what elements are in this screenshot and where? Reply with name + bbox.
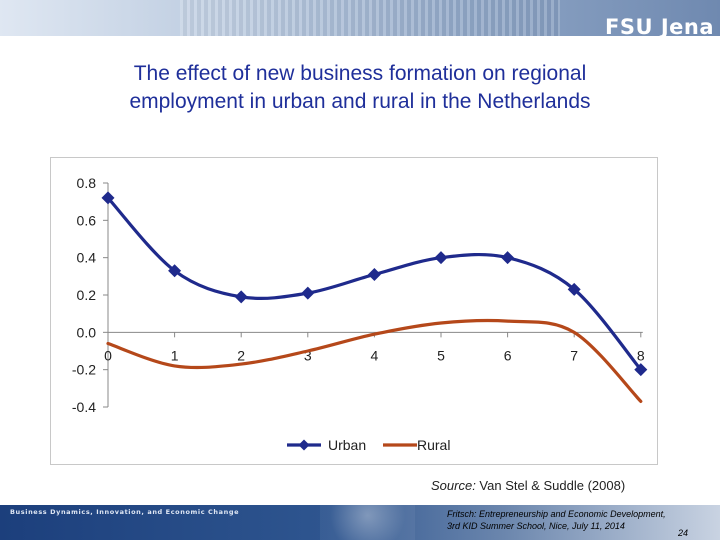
slide-title: The effect of new business formation on … bbox=[40, 60, 680, 116]
x-tick-label: 5 bbox=[437, 347, 445, 363]
data-point-urban bbox=[634, 363, 648, 377]
header-band bbox=[0, 0, 720, 36]
line-chart: 0.8 0.6 0.4 0.2 0.0 -0.2 -0.4 0 1 2 3 4 5 6 7 8 Urban Rur… bbox=[72, 175, 648, 453]
chart-frame: 0.8 0.6 0.4 0.2 0.0 -0.2 -0.4 0 1 2 3 4 5 6 7 8 Urban Rur… bbox=[50, 157, 658, 465]
source-label: Source: bbox=[431, 478, 476, 493]
source-note: Source: Van Stel & Suddle (2008) bbox=[431, 478, 625, 493]
data-point-urban bbox=[168, 264, 182, 278]
y-tick-label: 0.8 bbox=[77, 175, 97, 191]
data-point-urban bbox=[101, 191, 115, 205]
data-point-urban bbox=[567, 282, 581, 296]
header-texture bbox=[180, 0, 560, 36]
x-tick-label: 8 bbox=[637, 347, 645, 363]
legend-marker-urban bbox=[298, 439, 310, 451]
y-tick-label: -0.4 bbox=[72, 399, 96, 415]
data-point-urban bbox=[234, 290, 248, 304]
slide-title-line-2: employment in urban and rural in the Net… bbox=[129, 90, 591, 113]
x-tick-label: 7 bbox=[570, 347, 578, 363]
x-tick-label: 0 bbox=[104, 347, 112, 363]
y-tick-label: 0.4 bbox=[77, 250, 97, 266]
university-seal-icon bbox=[320, 505, 415, 540]
footer-series-title: Business Dynamics, Innovation, and Econo… bbox=[10, 508, 240, 516]
x-tick-label: 1 bbox=[171, 347, 179, 363]
page-number: 24 bbox=[678, 528, 689, 538]
x-tick-label: 4 bbox=[371, 347, 379, 363]
legend-label-urban: Urban bbox=[328, 437, 366, 453]
slide-title-line-1: The effect of new business formation on … bbox=[133, 62, 587, 85]
footer-citation: Fritsch: Entrepreneurship and Economic D… bbox=[447, 508, 666, 532]
data-point-urban bbox=[434, 251, 448, 265]
data-point-urban bbox=[501, 251, 515, 265]
header-brand-logo: FSU Jena bbox=[604, 15, 714, 39]
legend-label-rural: Rural bbox=[417, 437, 450, 453]
footer-citation-line-1: Fritsch: Entrepreneurship and Economic D… bbox=[447, 509, 666, 519]
source-text: Van Stel & Suddle (2008) bbox=[475, 478, 626, 493]
y-tick-label: 0.2 bbox=[77, 287, 97, 303]
series-line-rural bbox=[106, 318, 643, 403]
series-line-urban bbox=[106, 196, 643, 372]
data-point-urban bbox=[301, 286, 315, 300]
y-tick-label: 0.0 bbox=[77, 324, 97, 340]
x-tick-label: 3 bbox=[304, 347, 312, 363]
x-tick-label: 2 bbox=[237, 347, 245, 363]
y-tick-label: 0.6 bbox=[77, 212, 97, 228]
data-point-urban bbox=[367, 267, 381, 281]
y-tick-label: -0.2 bbox=[72, 362, 96, 378]
footer-band bbox=[0, 505, 720, 540]
x-tick-label: 6 bbox=[504, 347, 512, 363]
footer-citation-line-2: 3rd KID Summer School, Nice, July 11, 20… bbox=[447, 521, 625, 531]
